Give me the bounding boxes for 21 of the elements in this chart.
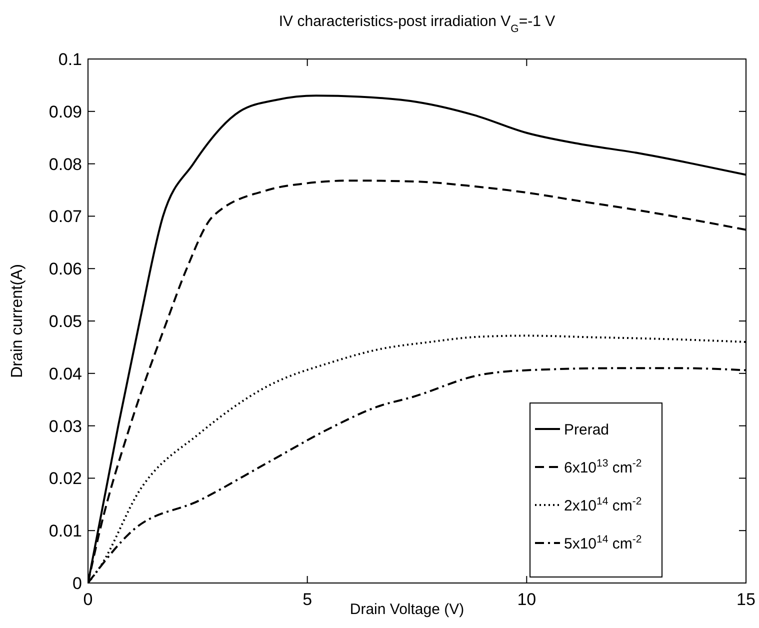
legend-label: 2x10$^{14}$ cm$^{-2}$ — [564, 495, 642, 514]
y-tick-label: 0.1 — [58, 50, 82, 69]
y-tick-label: 0.02 — [48, 469, 82, 488]
x-tick-label: 10 — [517, 590, 536, 609]
chart-title: IV characteristics-post irradiation V$_{G}$=-1 V — [278, 13, 556, 35]
legend-label: 6x10$^{13}$ cm$^{-2}$ — [564, 457, 642, 476]
legend-label: 5x10$^{14}$ cm$^{-2}$ — [564, 533, 642, 552]
x-tick-label: 15 — [736, 590, 756, 609]
x-tick-label: 5 — [302, 590, 312, 609]
y-tick-label: 0.08 — [48, 154, 82, 174]
y-tick-label: 0.03 — [48, 416, 82, 436]
y-tick-label: 0.06 — [48, 260, 82, 279]
x-axis-title: Drain Voltage (V) — [350, 601, 464, 618]
legend-label: Prerad — [564, 421, 610, 438]
y-tick-label: 0.09 — [48, 102, 82, 122]
y-axis-title: Drain current(A) — [9, 264, 26, 378]
y-tick-label: 0.07 — [48, 207, 82, 226]
y-tick-label: 0 — [72, 574, 82, 593]
y-tick-label: 0.01 — [48, 522, 82, 541]
y-tick-label: 0.04 — [48, 364, 82, 384]
y-tick-label: 0.05 — [48, 312, 82, 331]
